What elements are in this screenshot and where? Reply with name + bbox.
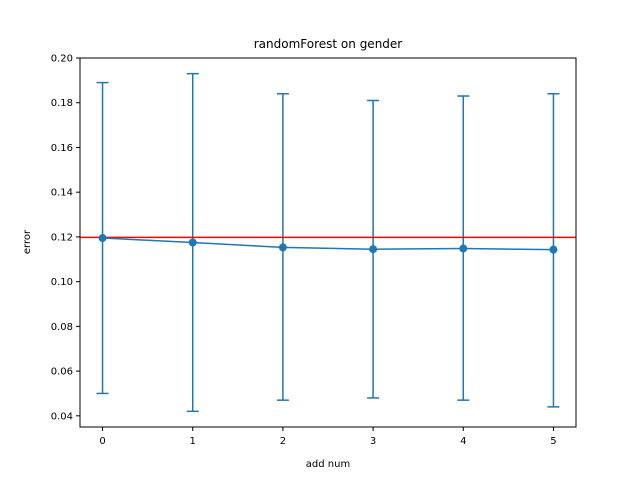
axis-ticks: 0 1 2 3 4 5 0.04 0.06 0.08 0.10 0.12 0.14 0.16 0.18 0.… bbox=[51, 54, 557, 448]
series-line bbox=[102, 237, 554, 251]
y-tick-label: 0.20 bbox=[51, 54, 73, 65]
data-point bbox=[188, 238, 197, 247]
data-point bbox=[459, 244, 468, 253]
y-tick-label: 0.12 bbox=[51, 232, 73, 243]
y-tick-label: 0.18 bbox=[51, 98, 73, 109]
x-tick-label: 0 bbox=[99, 436, 105, 447]
y-tick-label: 0.16 bbox=[51, 143, 73, 154]
data-point bbox=[369, 245, 378, 254]
y-tick-label: 0.04 bbox=[51, 411, 73, 422]
x-tick-label: 3 bbox=[370, 436, 376, 447]
y-tick-label: 0.08 bbox=[51, 322, 73, 333]
data-point bbox=[278, 243, 287, 252]
x-tick-label: 1 bbox=[190, 436, 196, 447]
y-tick-label: 0.10 bbox=[51, 277, 73, 288]
axes-frame bbox=[79, 57, 577, 428]
plot-area bbox=[80, 72, 576, 413]
x-tick-label: 5 bbox=[550, 436, 556, 447]
data-point bbox=[98, 234, 107, 243]
y-tick-label: 0.14 bbox=[51, 188, 73, 199]
chart-title: randomForest on gender bbox=[254, 37, 403, 51]
data-point bbox=[549, 245, 558, 254]
x-axis-title: add num bbox=[306, 459, 350, 470]
x-tick-label: 4 bbox=[460, 436, 466, 447]
y-axis-title: error bbox=[22, 229, 33, 254]
y-tick-label: 0.06 bbox=[51, 367, 73, 378]
x-tick-label: 2 bbox=[280, 436, 286, 447]
